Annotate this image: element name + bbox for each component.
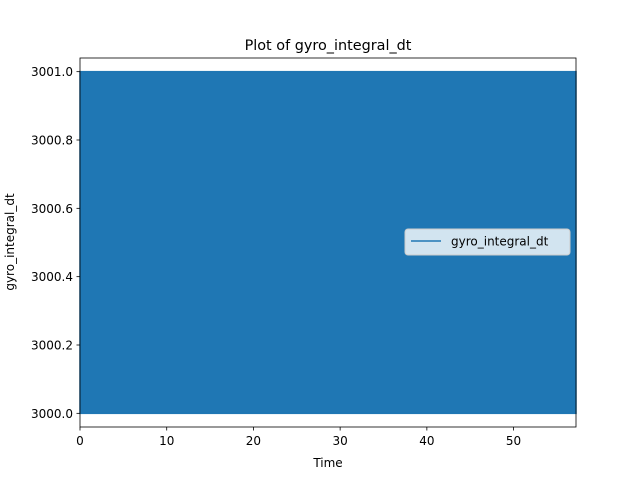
- y-tick-label: 3000.0: [31, 407, 73, 421]
- y-tick-label: 3000.4: [31, 270, 73, 284]
- legend-frame: [404, 228, 571, 256]
- legend-entry-label: gyro_integral_dt: [451, 235, 549, 249]
- axes-frame: [79, 57, 577, 428]
- y-tick-label: 3000.6: [31, 202, 73, 216]
- x-tick-label: 50: [506, 434, 521, 448]
- x-tick-label: 10: [159, 434, 174, 448]
- x-tick-label: 20: [246, 434, 261, 448]
- x-axis-label: Time: [312, 456, 342, 470]
- x-tick-label: 40: [419, 434, 434, 448]
- axes: 0 10 20 30 40 50 3000.0 3000.2 3000.4 3000.6 3000.…: [31, 57, 577, 448]
- y-tick-label: 3000.8: [31, 134, 73, 148]
- x-tick-label: 0: [76, 434, 84, 448]
- y-axis-label: gyro_integral_dt: [3, 193, 17, 291]
- y-tick-label: 3001.0: [31, 65, 73, 79]
- legend: gyro_integral_dt: [404, 228, 571, 256]
- y-tick-label: 3000.2: [31, 339, 73, 353]
- x-tick-label: 30: [332, 434, 347, 448]
- chart-title: Plot of gyro_integral_dt: [245, 38, 412, 54]
